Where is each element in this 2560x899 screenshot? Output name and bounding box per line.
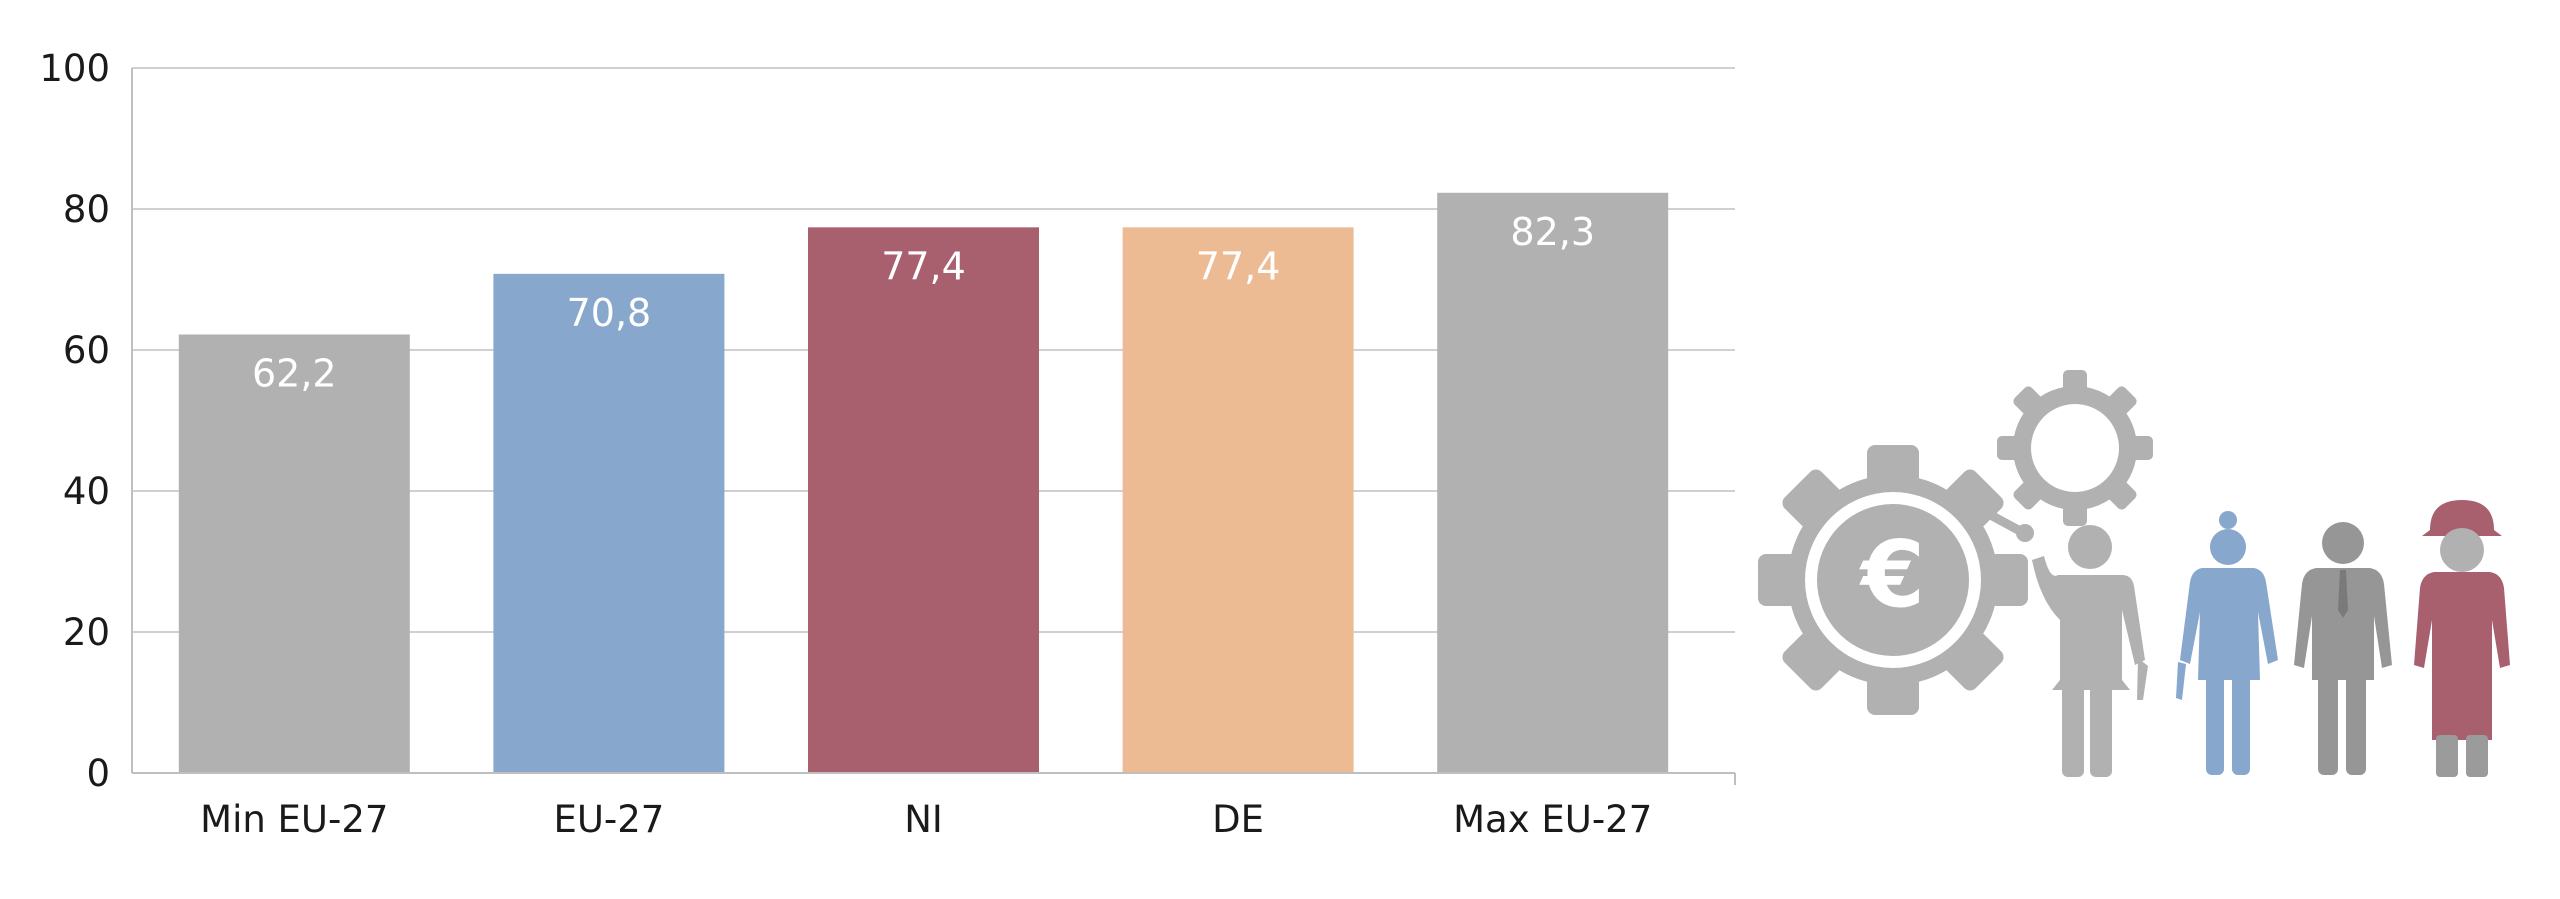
- y-tick-label: 60: [63, 329, 110, 372]
- bar: [1437, 192, 1669, 773]
- firefighter-icon: [2414, 500, 2510, 777]
- y-tick-label: 0: [86, 752, 110, 795]
- category-label: EU-27: [553, 798, 664, 841]
- bar-chart: 0 20 40 60 80 100 62,2 70,8 77,4 77,4 82,3 Min EU…: [39, 47, 1736, 841]
- bar: [808, 227, 1039, 773]
- bar: [1122, 227, 1354, 773]
- category-label: DE: [1212, 798, 1264, 841]
- illustration: €: [1758, 370, 2510, 777]
- y-tick-label: 20: [63, 611, 110, 654]
- bar: [493, 273, 725, 773]
- worker-with-wrench-icon: [1980, 507, 2148, 777]
- bars: [178, 192, 1669, 773]
- svg-text:€: €: [1859, 521, 1925, 628]
- businessman-icon: [2294, 522, 2392, 775]
- category-label: Min EU-27: [200, 798, 388, 841]
- bar-value-label: 77,4: [1196, 244, 1281, 288]
- large-gear-euro-icon: €: [1758, 445, 2028, 715]
- y-tick-label: 100: [39, 47, 110, 90]
- small-gear-icon: [1997, 370, 2153, 526]
- bar-value-label: 70,8: [567, 291, 652, 335]
- bar: [178, 334, 410, 773]
- y-tick-label: 40: [63, 470, 110, 513]
- bar-value-label: 62,2: [252, 351, 337, 395]
- x-axis-category-labels: Min EU-27 EU-27 NI DE Max EU-27: [200, 798, 1652, 841]
- y-axis-tick-labels: 0 20 40 60 80 100: [39, 47, 110, 795]
- data-labels: 62,2 70,8 77,4 77,4 82,3: [252, 210, 1595, 396]
- bar-value-label: 77,4: [881, 244, 966, 288]
- police-officer-icon: [2176, 511, 2278, 775]
- category-label: Max EU-27: [1453, 798, 1652, 841]
- bar-value-label: 82,3: [1510, 210, 1595, 254]
- y-tick-label: 80: [63, 188, 110, 231]
- category-label: NI: [904, 798, 943, 841]
